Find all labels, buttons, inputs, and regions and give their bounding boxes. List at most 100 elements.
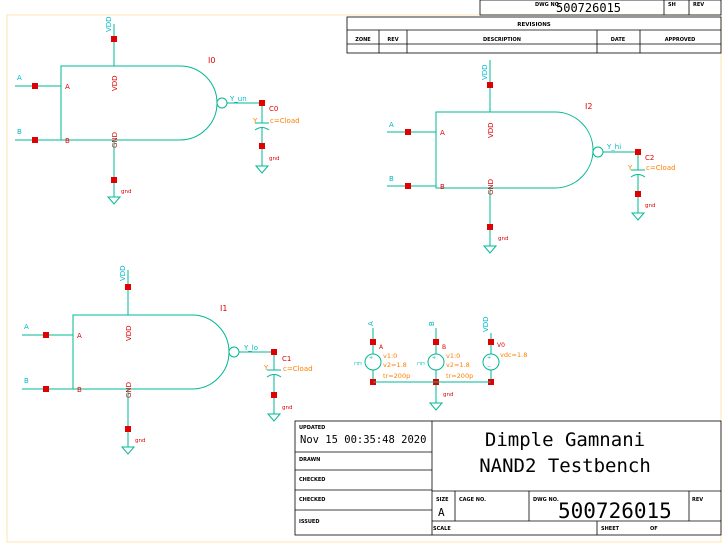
input-b-pin[interactable] [32, 137, 38, 143]
ground-icon [482, 245, 498, 254]
ground-icon [266, 413, 282, 422]
src-a-plus: + [369, 355, 373, 361]
input-b-pin[interactable] [43, 386, 49, 392]
src-a-v1: v1:0 [383, 352, 397, 360]
gnd-pin-label: GND [487, 179, 495, 195]
gnd-net-label: gnd [135, 438, 145, 444]
output-pin[interactable] [259, 100, 265, 106]
nand-gate-i1[interactable]: I1 VDD VDD A A B B GND gnd Y_lo C1 Y [22, 265, 313, 455]
vdd-pin[interactable] [125, 284, 131, 290]
gnd-pin[interactable] [111, 177, 117, 183]
input-a-net: A [24, 323, 29, 331]
cap-instance: C2 [645, 154, 654, 162]
revisions-table: REVISIONS ZONE REV DESCRIPTION DATE APPR… [346, 16, 722, 54]
src-a-pin[interactable] [370, 339, 376, 345]
input-a-pin[interactable] [43, 332, 49, 338]
rev-label: REV [692, 497, 703, 503]
nand-body [72, 314, 230, 390]
input-a-pin[interactable] [405, 129, 411, 135]
input-b-pin-label: B [65, 137, 70, 145]
ground-icon [254, 165, 270, 174]
gnd-net-label: gnd [121, 189, 131, 195]
cap-param: c=Cload [283, 365, 313, 373]
instance-name: I0 [208, 56, 215, 65]
cap-ground-pin[interactable] [271, 392, 277, 398]
gnd-net-label: gnd [498, 236, 508, 242]
title-block: UPDATED Nov 15 00:35:48 2020 DRAWN CHECK… [294, 420, 722, 536]
checked-label-1: CHECKED [299, 477, 325, 483]
cap-gnd-label: gnd [282, 405, 292, 411]
input-b-pin-label: B [440, 183, 445, 191]
src-a-tr: tr=200p [383, 372, 410, 380]
src-b-net: B [428, 321, 436, 326]
stimulus-sources[interactable]: A A + ⊓⊓ v1:0 v2=1.8 tr=200p B B + ⊓⊓ v1… [354, 316, 527, 411]
updated-label: UPDATED [299, 425, 325, 431]
ground-icon [428, 402, 444, 411]
src-v-value: vdc=1.8 [500, 351, 527, 359]
input-a-net: A [389, 121, 394, 129]
input-a-pin-label: A [440, 129, 445, 137]
cap-gnd-label: gnd [645, 203, 655, 209]
cap-ground-pin[interactable] [259, 143, 265, 149]
dwg-no-label: DWG NO. [533, 497, 559, 503]
input-b-net: B [24, 377, 29, 385]
nand-gate-i2[interactable]: I2 VDD VDD A A B B GND gnd Y_hi C2 Y [387, 60, 676, 254]
src-b-tr: tr=200p [446, 372, 473, 380]
src-b-plus: + [432, 355, 436, 361]
cap-instance: C0 [269, 105, 278, 113]
revisions-title: REVISIONS [517, 22, 551, 28]
top-dwg-strip: DWG NO. 500726015 SH REV [479, 0, 722, 16]
src-a-v2: v2=1.8 [383, 361, 407, 369]
cap-pin-label: Y [252, 117, 258, 125]
rev-col-approved: APPROVED [665, 37, 696, 43]
output-net-label: Y_un [229, 95, 247, 103]
src-v-plus: + [487, 355, 491, 361]
sheet-border [6, 14, 722, 543]
rev-col-description: DESCRIPTION [483, 37, 521, 43]
cap-plate-bottom [266, 374, 282, 378]
vdd-pin[interactable] [487, 82, 493, 88]
src-v-pin[interactable] [488, 339, 494, 345]
gnd-pin[interactable] [125, 426, 131, 432]
sheet-label: SHEET [601, 526, 620, 532]
size-label: SIZE [436, 497, 449, 503]
gnd-pin[interactable] [487, 224, 493, 230]
vdd-pin[interactable] [111, 36, 117, 42]
output-pin[interactable] [271, 349, 277, 355]
ground-icon [120, 446, 136, 455]
output-net-label: Y_lo [243, 344, 258, 352]
instance-name: I1 [220, 304, 227, 313]
input-a-pin-label: A [77, 332, 82, 340]
cap-ground-pin[interactable] [635, 191, 641, 197]
vdd-pin-label: VDD [125, 325, 133, 341]
cap-plate-bottom [254, 127, 270, 131]
src-b-pin[interactable] [433, 339, 439, 345]
pulse-glyph-a: ⊓⊓ [354, 361, 362, 367]
rev-col-date: DATE [611, 37, 626, 43]
inversion-bubble [592, 146, 604, 158]
src-b-v2: v2=1.8 [446, 361, 470, 369]
output-pin[interactable] [635, 149, 641, 155]
input-b-pin[interactable] [405, 183, 411, 189]
rev-col-rev: REV [387, 37, 398, 43]
scale-label: SCALE [433, 526, 451, 532]
nand-gate-i0[interactable]: I0 VDD VDD A A B B GND gnd Y_un C0 Y [15, 16, 300, 205]
inversion-bubble [228, 346, 240, 358]
size-value: A [438, 506, 445, 519]
drawn-label: DRAWN [299, 457, 320, 463]
input-a-net: A [17, 74, 22, 82]
cap-instance: C1 [282, 355, 291, 363]
pulse-glyph-b: ⊓⊓ [417, 361, 425, 367]
gnd-pin-label: GND [111, 132, 119, 148]
cage-label: CAGE NO. [459, 497, 486, 503]
input-a-pin[interactable] [32, 83, 38, 89]
drawing-title: NAND2 Testbench [479, 455, 651, 477]
vdd-pin-label: VDD [487, 122, 495, 138]
issued-label: ISSUED [299, 519, 319, 525]
rev-col-zone: ZONE [355, 37, 371, 43]
vdd-pin-label: VDD [111, 75, 119, 91]
cap-gnd-label: gnd [269, 156, 279, 162]
gnd-pin-label: GND [125, 382, 133, 398]
top-sh-label: SH [668, 2, 676, 8]
